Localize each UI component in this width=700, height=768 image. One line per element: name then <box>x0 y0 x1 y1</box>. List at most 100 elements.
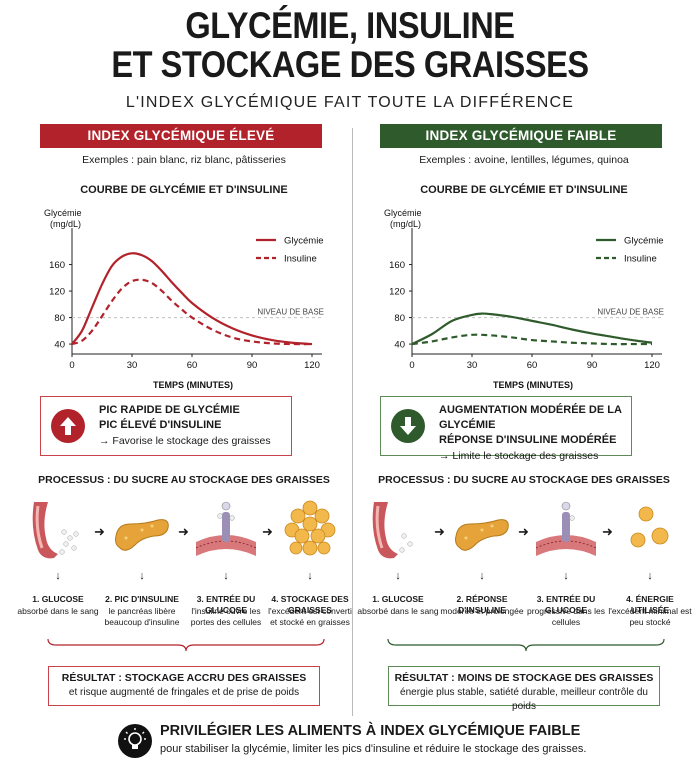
high-gi-result-box: RÉSULTAT : STOCKAGE ACCRU DES GRAISSES e… <box>48 666 320 706</box>
y-tick-label: 160 <box>49 260 65 271</box>
low-gi-result-box: RÉSULTAT : MOINS DE STOCKAGE DES GRAISSE… <box>388 666 660 712</box>
y-axis-label: Glycémie (mg/dL) <box>44 208 82 229</box>
series-glycémie <box>411 312 653 346</box>
high-step-3-name: 3. ENTRÉE DU GLUCOSE <box>196 594 256 615</box>
y-axis-label-line2: (mg/dL) <box>390 219 421 229</box>
low-step-3: ↓ 3. ENTRÉE DU GLUCOSE progressive dans … <box>524 494 608 644</box>
high-step-4: ↓ 4. STOCKAGE DES GRAISSES l'excédent es… <box>268 494 352 644</box>
high-step-1-name: 1. GLUCOSE <box>32 594 84 604</box>
baseline-label: NIVEAU DE BASE <box>597 308 664 317</box>
low-gi-examples: Exemples : avoine, lentilles, légumes, q… <box>419 154 629 166</box>
high-gi-result-line2: et risque augmenté de fringales et de pr… <box>68 687 300 698</box>
high-step-1: ↓ 1. GLUCOSE absorbé dans le sang <box>16 494 100 644</box>
down-arrow-icon: ↓ <box>307 570 313 582</box>
legend-label-glycémie: Glycémie <box>624 236 664 247</box>
high-step-2-name: 2. PIC D'INSULINE <box>105 594 179 604</box>
y-tick-label: 40 <box>394 340 405 351</box>
high-gi-examples: Exemples : pain blanc, riz blanc, pâtiss… <box>82 154 286 166</box>
low-gi-column: INDEX GLYCÉMIQUE FAIBLE Exemples : avoin… <box>357 124 692 714</box>
x-tick-label: 120 <box>304 360 320 371</box>
down-arrow-icon: ↓ <box>395 570 401 582</box>
x-tick-label: 0 <box>409 360 414 371</box>
x-tick-label: 60 <box>527 360 538 371</box>
right-arrow-icon: ➜ <box>94 524 105 539</box>
baseline-label: NIVEAU DE BASE <box>257 308 324 317</box>
main-title-line2: ET STOCKAGE DES GRAISSES <box>111 44 589 85</box>
high-step-4-name: 4. STOCKAGE DES GRAISSES <box>271 594 349 615</box>
x-axis-label: TEMPS (MINUTES) <box>153 380 233 390</box>
high-step-3-desc: l'insuline ouvre les portes des cellules <box>190 606 262 627</box>
y-tick-label: 120 <box>389 287 405 298</box>
lightbulb-icon <box>118 724 152 758</box>
footer-subtext: pour stabiliser la glycémie, limiter les… <box>160 743 587 755</box>
high-gi-brace <box>47 638 325 652</box>
energy-cells-icon <box>630 506 669 548</box>
low-step-4: ↓ 4. ÉNERGIE UTILISÉE l'excédent minimal… <box>608 494 692 644</box>
pancreas-icon <box>115 519 169 551</box>
y-axis-label-line2: (mg/dL) <box>50 219 81 229</box>
down-arrow-icon: ↓ <box>647 570 653 582</box>
low-gi-summary-line2: RÉPONSE D'INSULINE MODÉRÉE <box>439 434 617 446</box>
arrow-up-icon <box>51 409 85 443</box>
high-step-1-desc: absorbé dans le sang <box>17 606 99 616</box>
high-gi-chart: Glycémie (mg/dL) 40 80 120 160 0 30 60 90 120 TEMPS… <box>20 196 330 396</box>
pancreas-icon <box>455 519 509 551</box>
low-step-4-name: 4. ÉNERGIE UTILISÉE <box>626 594 674 615</box>
right-arrow-icon: ➜ <box>262 524 273 539</box>
low-gi-brace <box>387 638 665 652</box>
x-tick-label: 30 <box>467 360 478 371</box>
low-gi-chart: Glycémie (mg/dL) 40 80 120 160 0 30 60 90 120 TEMPS… <box>360 196 670 396</box>
low-step-2: ↓ 2. RÉPONSE D'INSULINE modérée et prolo… <box>440 494 524 644</box>
y-tick-label: 80 <box>394 313 405 324</box>
down-arrow-icon: ↓ <box>139 570 145 582</box>
legend-label-glycémie: Glycémie <box>284 236 324 247</box>
legend-label-insuline: Insuline <box>624 254 657 265</box>
series-glycémie <box>71 252 313 346</box>
high-gi-summary-line1: PIC RAPIDE DE GLYCÉMIE <box>99 404 240 416</box>
high-gi-summary-line3: → Favorise le stockage des graisses <box>99 435 271 447</box>
high-gi-chart-title: COURBE DE GLYCÉMIE ET D'INSULINE <box>80 184 288 196</box>
footer-headline: PRIVILÉGIER LES ALIMENTS À INDEX GLYCÉMI… <box>160 723 581 739</box>
low-step-2-name: 2. RÉPONSE D'INSULINE <box>456 594 508 615</box>
cell-receptor-icon <box>196 501 256 556</box>
y-tick-label: 160 <box>389 260 405 271</box>
down-arrow-icon: ↓ <box>563 570 569 582</box>
low-gi-result-line1: RÉSULTAT : MOINS DE STOCKAGE DES GRAISSE… <box>394 672 654 684</box>
y-axis-label: Glycémie (mg/dL) <box>384 208 422 229</box>
high-step-4-desc: l'excédent est converti et stocké en gra… <box>268 606 352 627</box>
low-gi-steps: ↓ 1. GLUCOSE absorbé dans le sang ➜ ↓ 2.… <box>356 494 692 644</box>
down-arrow-icon: ↓ <box>55 570 61 582</box>
low-step-1: ↓ 1. GLUCOSE absorbé dans le sang <box>356 494 440 644</box>
low-step-1-desc: absorbé dans le sang <box>357 606 439 616</box>
high-step-2-desc: le pancréas libère beaucoup d'insuline <box>104 606 180 627</box>
x-tick-label: 90 <box>587 360 598 371</box>
x-tick-label: 60 <box>187 360 198 371</box>
low-gi-banner: INDEX GLYCÉMIQUE FAIBLE <box>380 124 662 148</box>
y-tick-label: 40 <box>54 340 65 351</box>
x-tick-label: 30 <box>127 360 138 371</box>
x-tick-label: 0 <box>69 360 74 371</box>
high-gi-steps: ↓ 1. GLUCOSE absorbé dans le sang ➜ ↓ 2.… <box>16 494 352 644</box>
down-arrow-icon: ↓ <box>479 570 485 582</box>
high-step-2: ↓ 2. PIC D'INSULINE le pancréas libère b… <box>100 494 184 644</box>
high-gi-summary-box: PIC RAPIDE DE GLYCÉMIE PIC ÉLEVÉ D'INSUL… <box>40 396 292 456</box>
x-tick-label: 90 <box>247 360 258 371</box>
low-gi-summary-line1: AUGMENTATION MODÉRÉE DE LA GLYCÉMIE <box>439 404 622 431</box>
right-arrow-icon: ➜ <box>434 524 445 539</box>
low-step-4-desc: l'excédent minimal est peu stocké <box>608 606 692 627</box>
legend-label-insuline: Insuline <box>284 254 317 265</box>
x-axis-label: TEMPS (MINUTES) <box>493 380 573 390</box>
low-step-3-desc: progressive dans les cellules <box>527 606 605 627</box>
down-arrow-icon: ↓ <box>223 570 229 582</box>
subtitle: L'INDEX GLYCÉMIQUE FAIT TOUTE LA DIFFÉRE… <box>125 94 575 111</box>
x-tick-label: 120 <box>644 360 660 371</box>
right-arrow-icon: ➜ <box>178 524 189 539</box>
y-tick-label: 80 <box>54 313 65 324</box>
arrow-down-icon <box>391 409 425 443</box>
high-gi-result-line1: RÉSULTAT : STOCKAGE ACCRU DES GRAISSES <box>61 672 307 684</box>
high-gi-process-title: PROCESSUS : DU SUCRE AU STOCKAGE DES GRA… <box>38 474 330 486</box>
low-gi-summary-box: AUGMENTATION MODÉRÉE DE LA GLYCÉMIE RÉPO… <box>380 396 632 462</box>
high-gi-summary-line2: PIC ÉLEVÉ D'INSULINE <box>99 419 222 431</box>
